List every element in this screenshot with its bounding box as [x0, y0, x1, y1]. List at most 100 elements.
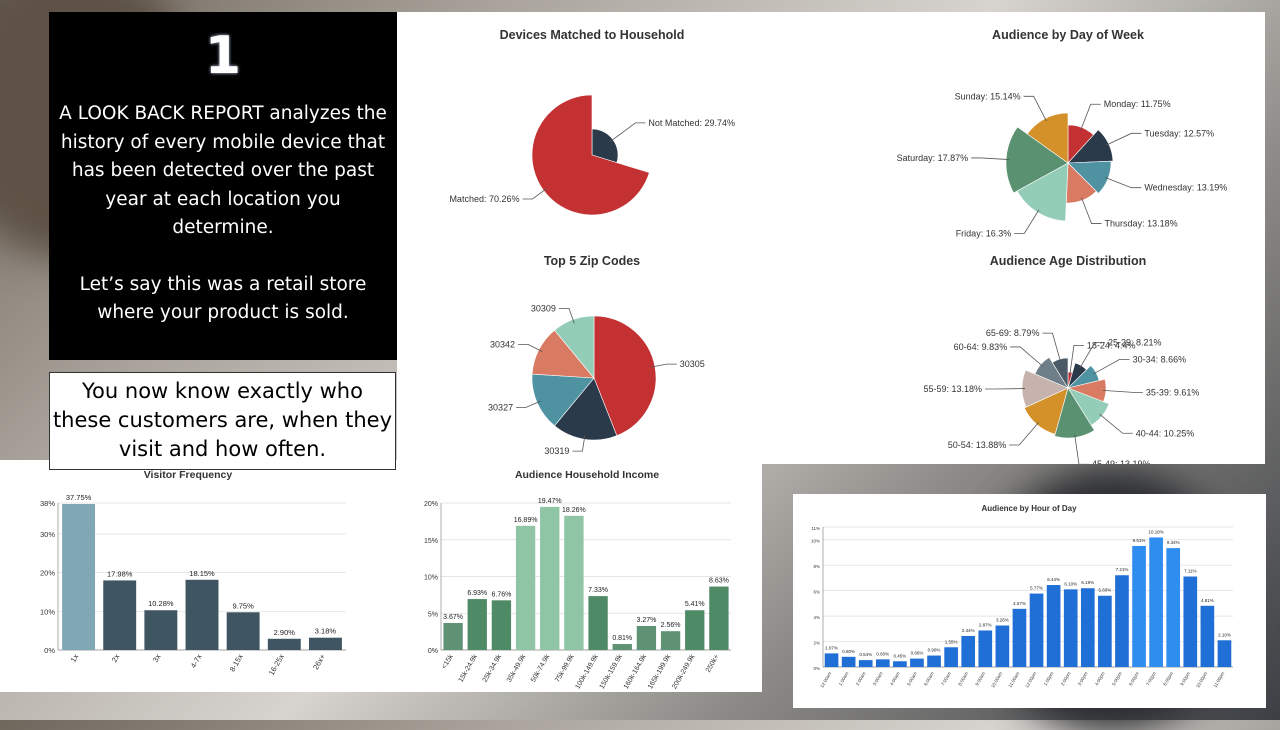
hour-xtick: 6:00am: [923, 671, 935, 687]
income-bar: [685, 610, 704, 650]
hour-data-label: 2.87%: [979, 622, 992, 627]
hour-bar: [1030, 594, 1044, 667]
freq-data-label: 10.28%: [148, 599, 174, 608]
freq-data-label: 17.98%: [107, 569, 133, 578]
hour-data-label: 3.26%: [996, 618, 1009, 623]
pie-age-3-label: 35-39: 9.61%: [1146, 387, 1200, 397]
hour-bar: [893, 661, 907, 667]
pie-age-5-leader: [1075, 435, 1089, 464]
pie-age-5-label: 45-49: 13.19%: [1092, 459, 1151, 464]
bar-charts-svg: Visitor Frequency Audience Household Inc…: [0, 460, 762, 692]
chart-title-hour-of-day: Audience by Hour of Day: [981, 504, 1077, 513]
hour-xtick: 8:00am: [957, 671, 969, 687]
pie-age-7-label: 55-59: 13.18%: [923, 384, 982, 394]
hour-xtick: 1:00pm: [1043, 671, 1055, 687]
hour-chart-svg: Audience by Hour of Day 0%2%4%6%8%10%11%…: [793, 494, 1266, 708]
hour-ytick: 11%: [811, 526, 820, 531]
pie-age-8-label: 60-64: 9.83%: [954, 342, 1008, 352]
hour-data-label: 6.44%: [1047, 577, 1060, 582]
pie-age-8-leader: [1010, 347, 1043, 367]
hour-ytick: 10%: [811, 539, 820, 544]
income-bar: [540, 507, 559, 650]
chart-title-visitor-frequency: Visitor Frequency: [144, 469, 233, 481]
freq-data-label: 18.15%: [189, 569, 215, 578]
hour-bar: [825, 653, 839, 667]
hour-data-label: 6.10%: [1064, 581, 1077, 586]
hour-bar: [1047, 585, 1061, 667]
freq-xtick: 16-25x: [267, 652, 286, 677]
freq-ytick: 0%: [44, 646, 55, 655]
income-xtick: 75k-99.9k: [554, 653, 576, 684]
chart-title-devices: Devices Matched to Household: [500, 28, 685, 42]
income-xtick: <15k: [441, 653, 455, 670]
hour-xtick: 10:00pm: [1195, 671, 1208, 689]
pie-age-9-leader: [1042, 333, 1060, 362]
freq-bar: [268, 639, 301, 650]
income-xtick: 200k-249.9k: [671, 653, 697, 690]
pie-zip-4-label: 30309: [531, 303, 556, 313]
pie-age-6-label: 50-54: 13.88%: [948, 440, 1007, 450]
income-data-label: 0.81%: [612, 635, 632, 642]
hour-xtick: 5:00pm: [1111, 671, 1123, 687]
hour-xtick: 8:00pm: [1162, 671, 1174, 687]
hour-xtick: 12:00am: [819, 671, 832, 689]
income-data-label: 6.76%: [491, 591, 511, 598]
chart-title-zip-codes: Top 5 Zip Codes: [544, 254, 640, 268]
callout-text: You now know exactly who these customers…: [53, 379, 392, 461]
income-xtick: 35k-49.9k: [506, 653, 528, 684]
hour-bar: [1201, 606, 1215, 667]
freq-data-label: 37.75%: [66, 493, 92, 502]
bar-charts-panel: Visitor Frequency Audience Household Inc…: [0, 460, 762, 692]
hour-data-label: 0.80%: [842, 649, 855, 654]
chart-title-household-income: Audience Household Income: [515, 469, 659, 481]
freq-xtick: 4-7x: [189, 652, 204, 669]
pie-age-2-leader: [1093, 359, 1129, 374]
chart-title-age-distribution: Audience Age Distribution: [990, 254, 1147, 268]
income-bar: [564, 516, 583, 650]
step-number: 1: [49, 26, 397, 86]
pie-day-2-label: Wednesday: 13.19%: [1144, 183, 1227, 193]
income-bar: [468, 599, 487, 650]
freq-ytick: 30%: [40, 530, 55, 539]
chart-title-day-of-week: Audience by Day of Week: [992, 28, 1144, 42]
hour-ytick: 2%: [813, 641, 820, 646]
pie-devices-0-label: Not Matched: 29.74%: [648, 118, 735, 128]
freq-ytick: 10%: [40, 607, 55, 616]
freq-bar: [103, 580, 136, 650]
income-ytick: 15%: [424, 538, 438, 545]
hour-xtick: 11:00pm: [1212, 671, 1225, 689]
hour-bar: [859, 660, 873, 667]
pie-day-5-leader: [971, 158, 1009, 160]
intro-paragraph-2: Let’s say this was a retail store where …: [59, 271, 387, 328]
income-xtick: 50k-74.9k: [530, 653, 552, 684]
hour-bar: [876, 659, 890, 667]
income-data-label: 18.26%: [562, 507, 586, 514]
pie-day-1-label: Tuesday: 12.57%: [1144, 128, 1214, 138]
income-ytick: 0%: [428, 648, 438, 655]
freq-data-label: 2.90%: [274, 628, 296, 637]
hour-data-label: 0.45%: [893, 653, 906, 658]
pie-devices-0-leader: [610, 123, 646, 142]
freq-ytick: 38%: [40, 499, 55, 508]
hour-bar: [1064, 589, 1078, 667]
pie-charts-svg: Devices Matched to Household Audience by…: [397, 12, 1265, 464]
hour-xtick: 7:00am: [940, 671, 952, 687]
pie-devices-1-label: Matched: 70.26%: [449, 194, 519, 204]
pie-age-4-leader: [1100, 414, 1133, 433]
hour-data-label: 1.55%: [945, 639, 958, 644]
freq-bar: [144, 610, 177, 650]
pie-day-3-label: Thursday: 13.18%: [1105, 219, 1178, 229]
hour-bar: [1218, 640, 1232, 667]
pie-day-5-label: Saturday: 17.87%: [897, 153, 969, 163]
freq-xtick: 1x: [69, 652, 81, 664]
freq-data-label: 3.18%: [315, 627, 337, 636]
income-ytick: 10%: [424, 575, 438, 582]
hour-xtick: 10:00am: [990, 671, 1003, 689]
hour-ytick: 4%: [813, 615, 820, 620]
hour-data-label: 4.81%: [1201, 598, 1214, 603]
pie-zip-0-label: 30305: [680, 359, 705, 369]
pie-age-6-leader: [1009, 422, 1038, 445]
pie-age-1-label: 25-29: 8.21%: [1108, 337, 1162, 347]
hour-xtick: 3:00pm: [1077, 671, 1089, 687]
hour-bar: [910, 659, 924, 667]
